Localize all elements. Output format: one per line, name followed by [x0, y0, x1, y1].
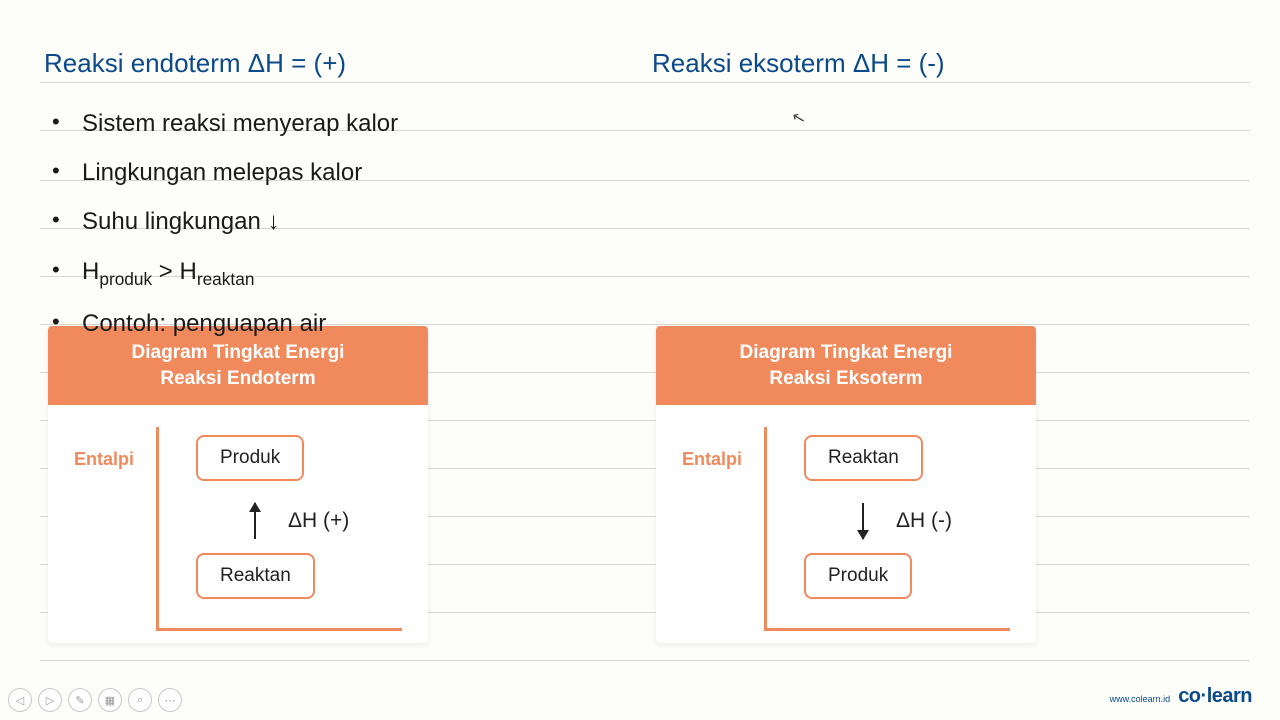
tool-prev-button[interactable]: ◁ [8, 688, 32, 712]
bullet-item: Sistem reaksi menyerap kalor [44, 99, 652, 148]
x-axis [764, 628, 1010, 631]
diagram-eksoterm: Diagram Tingkat Energi Reaksi Eksoterm E… [656, 326, 1036, 643]
footer-logo: co·learn [1178, 685, 1252, 708]
y-axis [156, 427, 159, 631]
state-box-bottom: Produk [804, 553, 912, 599]
left-column: Reaksi endoterm ΔH = (+) Sistem reaksi m… [44, 48, 652, 348]
footer-brand: www.colearn.id co·learn [1110, 685, 1252, 708]
slide-content: Reaksi endoterm ΔH = (+) Sistem reaksi m… [44, 48, 1250, 348]
eksoterm-heading: Reaksi eksoterm ΔH = (-) [652, 48, 1260, 79]
state-box-bottom: Reaktan [196, 553, 315, 599]
state-box-top: Produk [196, 435, 304, 481]
bullet-item: Lingkungan melepas kalor [44, 148, 652, 197]
endoterm-heading: Reaksi endoterm ΔH = (+) [44, 48, 652, 79]
x-axis [156, 628, 402, 631]
bullet-item: Suhu lingkungan ↓ [44, 197, 652, 246]
title-line: Reaksi Endoterm [160, 368, 315, 389]
y-axis-label: Entalpi [682, 449, 742, 470]
tool-pen-button[interactable]: ✎ [68, 688, 92, 712]
state-box-top: Reaktan [804, 435, 923, 481]
tool-slides-button[interactable]: ▦ [98, 688, 122, 712]
y-axis-label: Entalpi [74, 449, 134, 470]
footer-url: www.colearn.id [1110, 694, 1171, 704]
player-toolbar: ◁▷✎▦⌕⋯ [8, 688, 182, 712]
bullet-item: Contoh: penguapan air [44, 299, 652, 348]
arrow-up-icon [254, 503, 256, 539]
right-column: Reaksi eksoterm ΔH = (-) [652, 48, 1260, 348]
delta-h-label: ΔH (+) [288, 509, 349, 533]
title-line: Reaksi Eksoterm [769, 368, 922, 389]
diagram-eksoterm-body: Entalpi Reaktan Produk ΔH (-) [656, 405, 1036, 643]
tool-more-button[interactable]: ⋯ [158, 688, 182, 712]
delta-h-label: ΔH (-) [896, 509, 952, 533]
bullet-item: Hproduk > Hreaktan [44, 247, 652, 299]
y-axis [764, 427, 767, 631]
tool-next-button[interactable]: ▷ [38, 688, 62, 712]
arrow-down-icon [862, 503, 864, 539]
diagram-endoterm-body: Entalpi Produk Reaktan ΔH (+) [48, 405, 428, 643]
diagram-endoterm: Diagram Tingkat Energi Reaksi Endoterm E… [48, 326, 428, 643]
endoterm-bullets: Sistem reaksi menyerap kalor Lingkungan … [44, 99, 652, 348]
tool-zoom-button[interactable]: ⌕ [128, 688, 152, 712]
